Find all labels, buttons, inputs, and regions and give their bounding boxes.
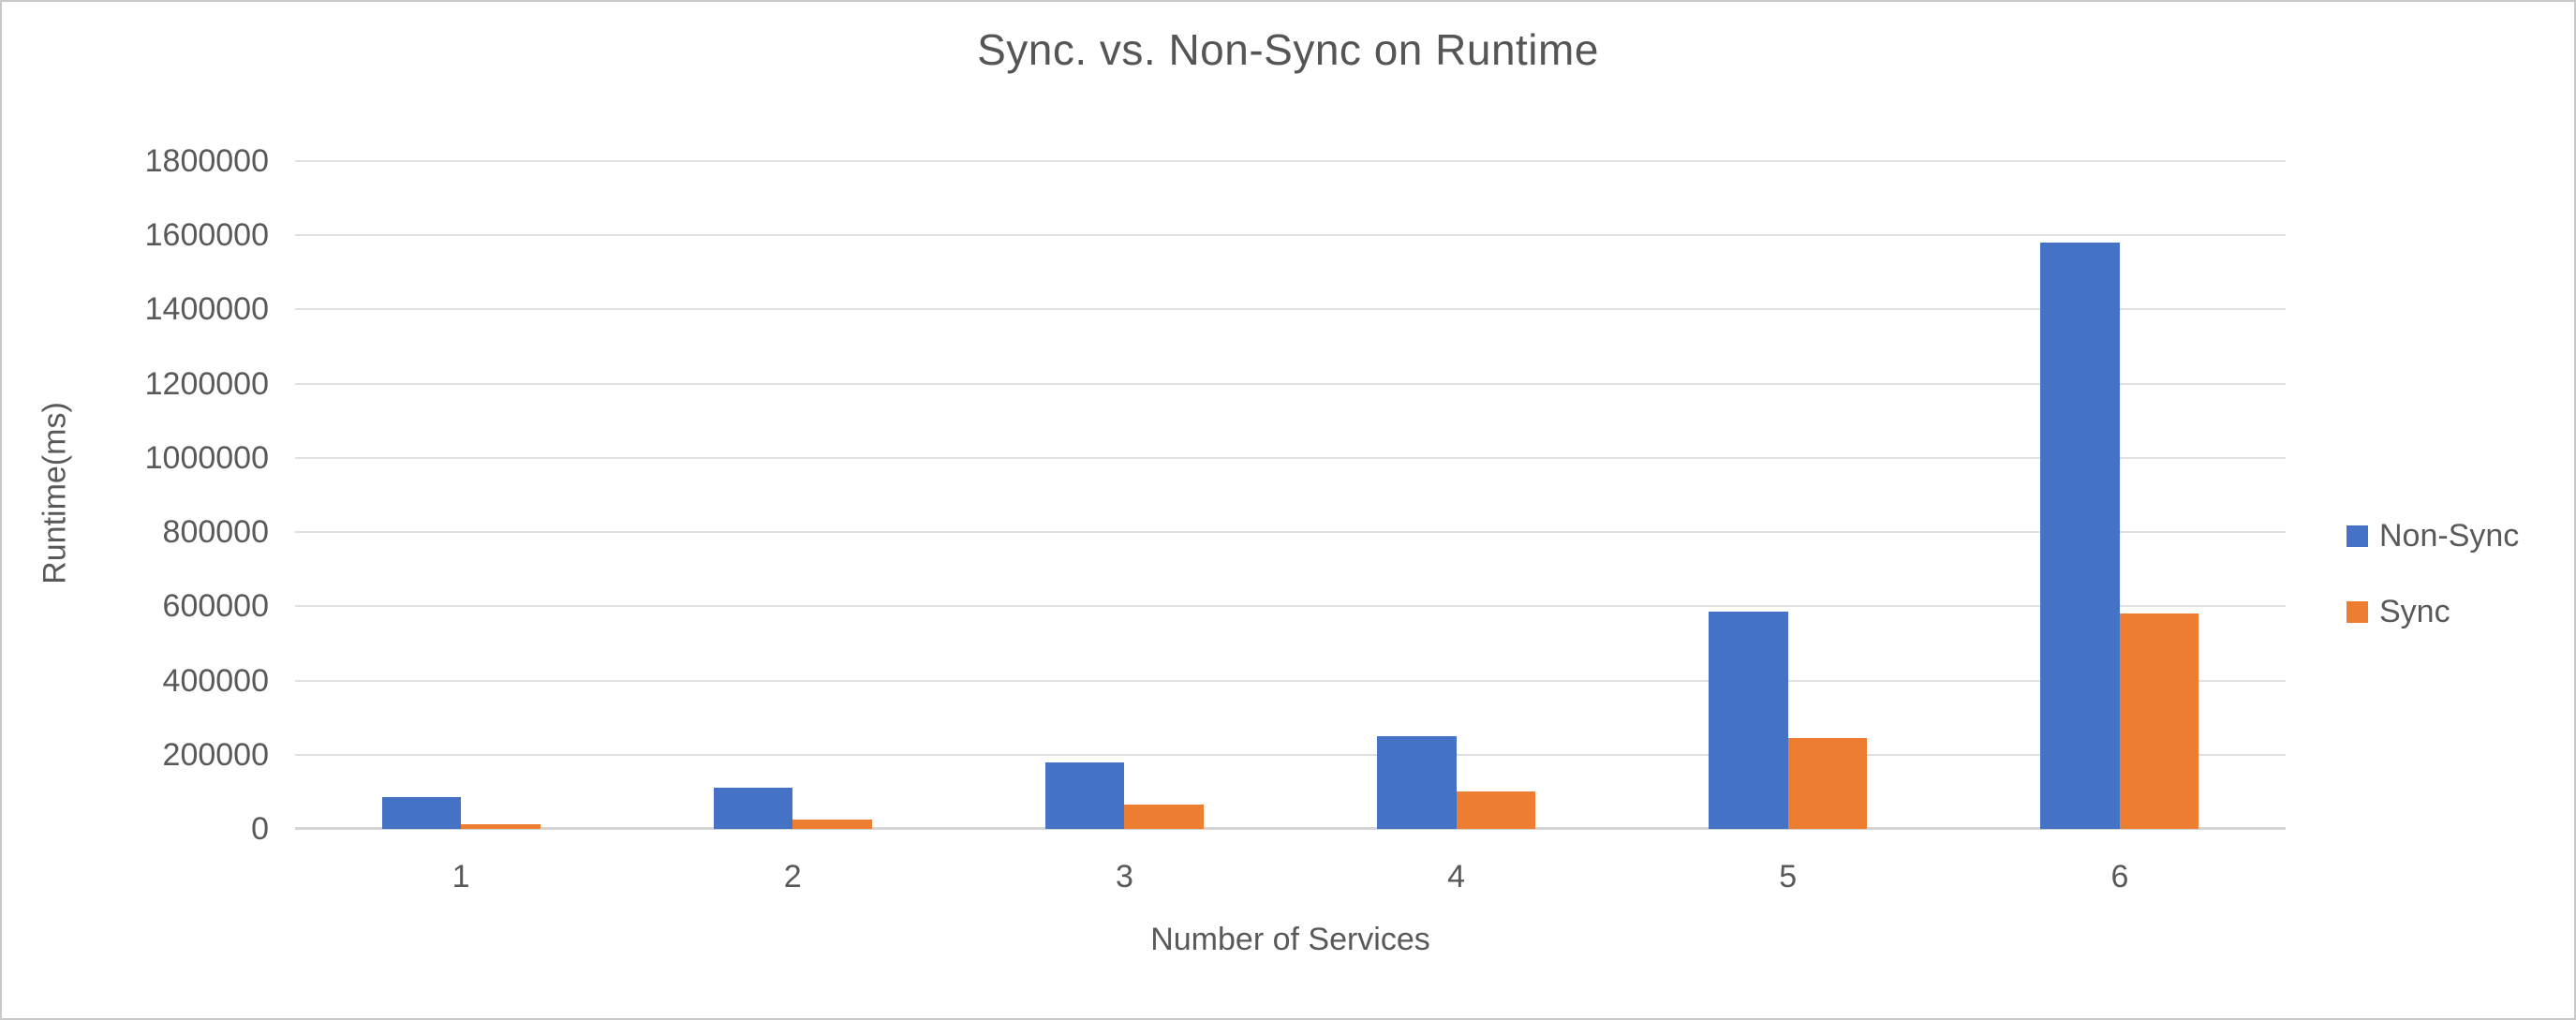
- bar-non-sync: [713, 788, 793, 829]
- y-tick-label: 1600000: [144, 217, 269, 254]
- gridline: [295, 160, 2286, 162]
- gridline: [295, 605, 2286, 608]
- bar-non-sync: [1709, 612, 1788, 829]
- y-axis-title: Runtime(ms): [37, 402, 73, 584]
- gridline: [295, 531, 2286, 534]
- bar-sync: [1787, 737, 1868, 829]
- x-tick-label: 1: [452, 859, 470, 894]
- y-tick-label: 400000: [162, 662, 269, 699]
- y-tick-label: 800000: [162, 514, 269, 551]
- legend-label: Non-Sync: [2379, 518, 2520, 554]
- plot-area: [295, 160, 2286, 830]
- bar-sync: [461, 823, 540, 829]
- x-tick-label: 3: [1115, 859, 1133, 894]
- x-axis-title: Number of Services: [1150, 922, 1430, 957]
- gridline: [295, 382, 2286, 385]
- y-tick-label: 600000: [162, 588, 269, 625]
- gridline: [295, 234, 2286, 237]
- legend-swatch-icon: [2347, 601, 2368, 623]
- y-tick-label: 0: [251, 811, 269, 847]
- bar-non-sync: [1044, 761, 1125, 829]
- gridline: [295, 456, 2286, 459]
- gridline: [295, 753, 2286, 756]
- bar-sync: [792, 820, 872, 829]
- legend-label: Sync: [2379, 594, 2450, 629]
- chart-title: Sync. vs. Non-Sync on Runtime: [977, 25, 1599, 74]
- gridline: [295, 308, 2286, 311]
- y-tick-label: 1000000: [144, 439, 269, 476]
- bar-non-sync: [2040, 243, 2120, 829]
- bar-non-sync: [381, 797, 462, 829]
- bar-sync: [1456, 791, 1536, 829]
- bar-non-sync: [1377, 735, 1457, 829]
- bar-sync: [2119, 613, 2199, 829]
- x-axis-line: [295, 827, 2286, 830]
- x-tick-label: 5: [1779, 859, 1798, 894]
- y-tick-label: 1200000: [144, 365, 269, 402]
- x-tick-label: 2: [783, 859, 802, 894]
- y-tick-label: 1800000: [144, 143, 269, 179]
- legend: Non-Sync Sync: [2347, 518, 2519, 630]
- y-tick-label: 200000: [162, 736, 269, 773]
- gridline: [295, 679, 2286, 682]
- legend-item-non-sync: Non-Sync: [2347, 518, 2519, 554]
- bar-sync: [1124, 805, 1204, 829]
- legend-swatch-icon: [2347, 525, 2368, 547]
- legend-item-sync: Sync: [2347, 594, 2519, 630]
- x-tick-label: 6: [2110, 859, 2129, 894]
- x-tick-label: 4: [1447, 859, 1466, 894]
- y-tick-label: 1400000: [144, 291, 269, 328]
